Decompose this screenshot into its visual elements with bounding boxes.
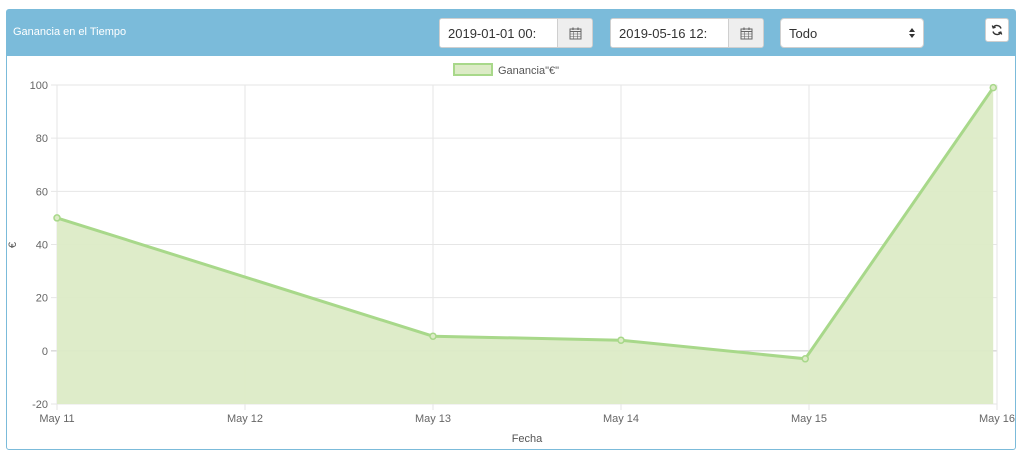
area-fill: [57, 87, 994, 404]
up-down-arrows-icon: [909, 28, 915, 38]
y-tick-label: 100: [30, 80, 48, 92]
y-tick-label: 60: [36, 186, 48, 198]
y-tick-label: 80: [36, 133, 48, 145]
start-date-calendar-button[interactable]: [557, 19, 592, 47]
refresh-icon: [991, 24, 1003, 36]
end-date-group: [610, 18, 764, 48]
data-point[interactable]: [989, 83, 997, 92]
legend-label: Ganancia"€": [498, 65, 559, 77]
y-tick-labels: 100 80 60 40 20 0 -20: [30, 80, 48, 411]
x-tick-label: May 16: [979, 413, 1015, 425]
x-tick-label: May 13: [415, 413, 451, 425]
x-tick-label: May 12: [227, 413, 263, 425]
period-select[interactable]: Todo: [780, 18, 924, 48]
end-date-calendar-button[interactable]: [728, 19, 763, 47]
x-tick-label: May 15: [791, 413, 827, 425]
end-date-input[interactable]: [611, 19, 728, 47]
x-tick-label: May 11: [39, 413, 74, 425]
start-date-group: [439, 18, 593, 48]
data-point[interactable]: [53, 214, 61, 222]
y-tick-label: 40: [36, 240, 48, 252]
y-tick-label: -20: [32, 399, 48, 411]
calendar-icon: [569, 27, 581, 39]
legend-swatch: [453, 63, 493, 76]
legend[interactable]: Ganancia"€": [453, 63, 559, 77]
y-tick-label: 0: [42, 346, 48, 358]
data-point[interactable]: [617, 336, 625, 344]
x-tick-labels: May 11 May 12 May 13 May 14 May 15 May 16: [39, 413, 1015, 425]
data-point[interactable]: [429, 332, 437, 340]
x-tick-label: May 14: [603, 413, 639, 425]
refresh-button[interactable]: [985, 18, 1009, 42]
calendar-icon: [740, 27, 752, 39]
panel-title: Ganancia en el Tiempo: [13, 26, 127, 38]
data-points: [53, 83, 997, 363]
data-point[interactable]: [801, 355, 809, 363]
panel-header: Ganancia en el Tiempo: [7, 10, 1015, 56]
x-axis-title: Fecha: [512, 433, 543, 445]
y-axis-title: €: [7, 242, 19, 248]
period-select-value: Todo: [789, 25, 818, 41]
start-date-input[interactable]: [440, 19, 557, 47]
y-tick-label: 20: [36, 293, 48, 305]
